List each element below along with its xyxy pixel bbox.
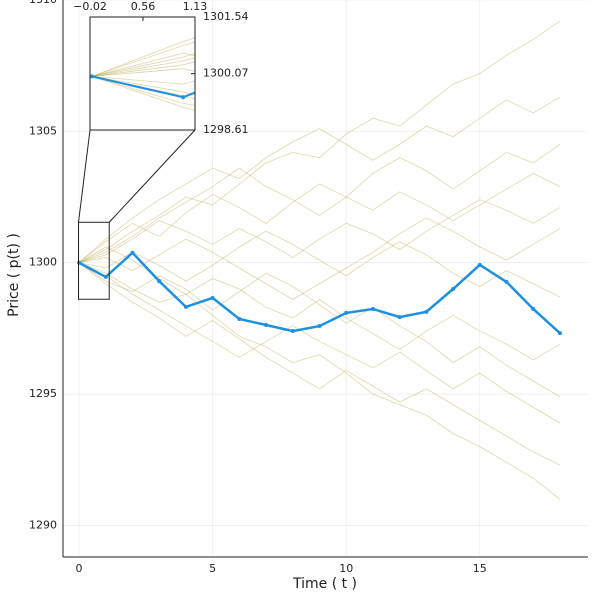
price-point bbox=[504, 279, 509, 284]
price-point bbox=[103, 274, 108, 279]
price-point bbox=[264, 323, 269, 328]
y-tick-label: 1295 bbox=[29, 387, 57, 400]
price-point bbox=[130, 250, 135, 255]
zoom-connector bbox=[78, 129, 91, 223]
price-point bbox=[183, 304, 188, 309]
inset-bg bbox=[90, 17, 195, 130]
price-point bbox=[531, 306, 536, 311]
x-tick-label: 10 bbox=[339, 562, 353, 575]
x-tick-label: 15 bbox=[473, 562, 487, 575]
sample-path bbox=[78, 144, 561, 264]
price-point bbox=[290, 329, 295, 334]
x-axis-label: Time ( t ) bbox=[292, 576, 357, 592]
price-point bbox=[317, 324, 322, 329]
y-tick-label: 1305 bbox=[29, 124, 57, 137]
sample-path bbox=[78, 96, 561, 264]
sample-path bbox=[78, 262, 561, 424]
price-point bbox=[157, 279, 162, 284]
price-point bbox=[237, 316, 242, 321]
plot-area bbox=[77, 20, 562, 500]
inset-y-tick-label: 1301.54 bbox=[203, 10, 249, 23]
price-point bbox=[181, 95, 186, 100]
price-point bbox=[397, 315, 402, 320]
inset-y-tick-label: 1300.07 bbox=[203, 67, 249, 80]
price-point bbox=[557, 331, 562, 336]
zoom-connector bbox=[108, 129, 196, 223]
price-point bbox=[370, 306, 375, 311]
sample-path bbox=[78, 167, 561, 264]
y-tick-label: 1300 bbox=[29, 256, 57, 269]
sample-path bbox=[78, 230, 561, 298]
price-point bbox=[77, 260, 82, 265]
y-tick-label: 1310 bbox=[29, 0, 57, 6]
price-point bbox=[424, 309, 429, 314]
sample-path bbox=[78, 262, 561, 398]
inset-x-tick-label: −0.02 bbox=[73, 0, 107, 13]
sample-path bbox=[78, 262, 561, 500]
price-point bbox=[344, 310, 349, 315]
sample-path bbox=[78, 262, 561, 466]
sample-path bbox=[78, 199, 561, 264]
inset-x-tick-label: 0.56 bbox=[131, 0, 156, 13]
sample-path bbox=[78, 20, 561, 264]
sample-path bbox=[78, 217, 561, 300]
y-tick-label: 1290 bbox=[29, 518, 57, 531]
zoom-box bbox=[77, 221, 110, 300]
inset-y-tick-label: 1298.61 bbox=[203, 123, 249, 136]
sample-path bbox=[78, 246, 561, 361]
price-point bbox=[90, 74, 94, 79]
inset-plot bbox=[90, 37, 195, 112]
price-point bbox=[451, 287, 456, 292]
x-tick-label: 5 bbox=[209, 562, 216, 575]
inset-x-tick-label: 1.13 bbox=[183, 0, 208, 13]
price-point bbox=[210, 295, 215, 300]
y-axis-label: Price ( p(t) ) bbox=[6, 233, 22, 317]
price-point bbox=[477, 262, 482, 267]
x-tick-label: 0 bbox=[76, 562, 83, 575]
